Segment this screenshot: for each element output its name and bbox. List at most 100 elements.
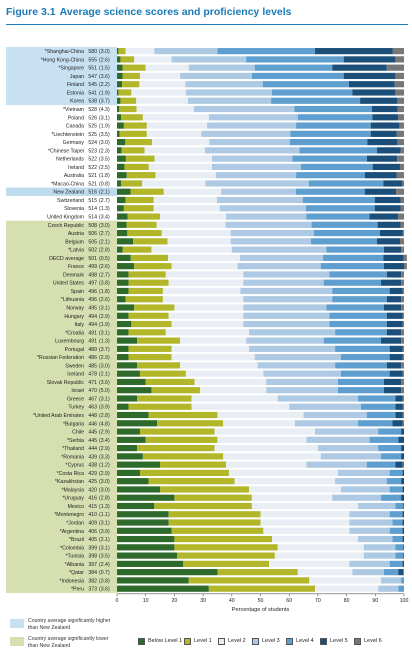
country-label: Canada (66, 124, 84, 130)
bar-segment (243, 296, 333, 303)
country-label: Poland (68, 115, 84, 121)
bar-segment (128, 354, 172, 361)
se-label: (5.0) (99, 388, 110, 394)
bar-segment (188, 64, 255, 71)
country-label: France (68, 264, 84, 270)
row-background (6, 410, 117, 420)
bar-segment (117, 436, 146, 443)
bar-row (117, 544, 404, 551)
bar-segment (167, 238, 231, 245)
bar-segment (201, 130, 291, 137)
bar-segment (254, 354, 341, 361)
bar-segment (383, 246, 402, 253)
bar-row (117, 296, 404, 303)
score-label: 491 (88, 330, 97, 336)
bar-segment (343, 72, 396, 80)
bar-segment (389, 560, 403, 567)
se-label: (3.0) (99, 140, 110, 146)
bar-segment (402, 370, 404, 377)
score-label: 525 (88, 132, 97, 138)
bar-segment (117, 370, 140, 377)
bar-segment (251, 502, 359, 510)
bar-segment (398, 114, 404, 121)
bar-segment (246, 56, 344, 63)
score-label: 445 (88, 438, 97, 444)
bar-segment (117, 354, 129, 361)
se-label: (2.3) (99, 148, 110, 154)
row-background (6, 386, 117, 395)
bar-segment (311, 221, 378, 228)
bar-row (117, 196, 404, 204)
bar-segment (121, 147, 145, 154)
bar-segment (402, 395, 404, 402)
bar-row (117, 362, 404, 369)
bar-segment (381, 494, 402, 501)
bar-segment (123, 122, 147, 129)
bar-segment (228, 469, 338, 477)
score-label: 514 (88, 206, 97, 212)
bar-segment (127, 213, 161, 220)
country-label: Estonia (67, 90, 84, 96)
bar-segment (117, 81, 123, 88)
bar-segment (128, 345, 172, 352)
bar-segment (299, 147, 378, 154)
bar-row (117, 72, 404, 80)
score-label: 467 (88, 396, 97, 402)
bar-segment (277, 544, 364, 551)
country-label: Finland (67, 82, 84, 88)
bar-segment (386, 312, 403, 319)
country-label: *Shanghai-China (45, 49, 84, 55)
bar-row (117, 279, 404, 286)
se-label: (3.1) (99, 545, 110, 551)
bar-row (117, 172, 404, 179)
bar-row (117, 428, 404, 435)
legend-swatch-level-3 (252, 638, 259, 645)
bar-row (117, 81, 404, 88)
bar-segment (168, 519, 261, 526)
row-background (6, 419, 117, 428)
bar-segment (358, 420, 393, 427)
bar-row (117, 453, 404, 460)
bar-segment (389, 486, 403, 493)
bar-segment (340, 370, 390, 377)
bar-segment (117, 263, 135, 270)
score-label: 471 (88, 380, 97, 386)
bar-segment (171, 320, 244, 328)
bar-segment (160, 213, 227, 220)
bar-segment (117, 64, 123, 71)
bar-segment (251, 72, 344, 80)
x-tick-label: 50 (258, 598, 264, 604)
country-label: *Malaysia (62, 487, 85, 493)
bar-segment (402, 486, 404, 493)
score-label: 448 (88, 413, 97, 419)
bar-segment (139, 428, 215, 435)
country-label: Austria (68, 231, 84, 237)
bar-segment (263, 370, 341, 377)
row-background (6, 88, 117, 97)
bar-segment (177, 552, 275, 559)
bar-segment (402, 535, 404, 543)
row-background (6, 369, 117, 378)
bar-row (117, 411, 404, 419)
bar-row (117, 254, 407, 261)
score-label: 498 (88, 272, 97, 278)
bar-segment (230, 229, 314, 237)
bar-segment (383, 378, 402, 386)
bar-segment (317, 444, 379, 452)
bar-segment (363, 544, 396, 551)
bar-segment (119, 105, 137, 113)
score-label: 406 (88, 529, 97, 535)
bar-segment (271, 89, 353, 96)
country-label: Slovenia (64, 206, 84, 212)
bar-row (117, 403, 404, 410)
bar-segment (131, 320, 172, 328)
bar-segment (118, 48, 126, 55)
bar-row (117, 105, 404, 113)
bar-segment (121, 180, 143, 187)
bar-segment (335, 362, 387, 369)
bar-segment (117, 172, 127, 179)
bar-segment (130, 188, 164, 195)
country-label: Greece (67, 396, 84, 402)
bar-segment (146, 122, 208, 129)
bar-segment (337, 378, 384, 386)
